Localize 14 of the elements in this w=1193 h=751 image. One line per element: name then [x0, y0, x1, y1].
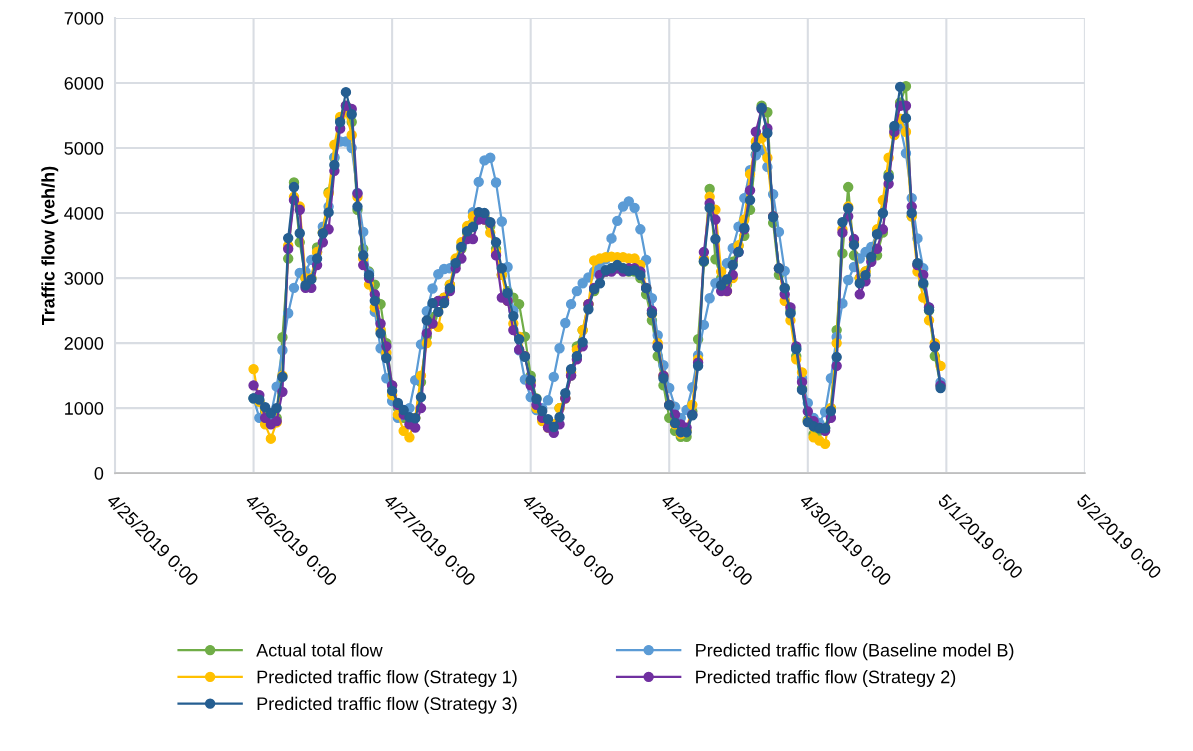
y-tick-label: 7000: [64, 11, 104, 25]
y-tick-label: 5000: [64, 141, 104, 155]
legend-label: Actual total flow: [256, 643, 383, 657]
y-tick-label: 1000: [65, 402, 104, 415]
y-tick-label: 0: [94, 467, 104, 480]
y-tick-label: 3000: [64, 272, 104, 285]
y-tick-label: 4000: [64, 207, 104, 220]
y-tick-label: 6000: [64, 76, 104, 90]
y-tick-label: 2000: [64, 337, 104, 350]
legend-label: Predicted traffic flow (Strategy 3): [257, 696, 517, 714]
legend-label: Predicted traffic flow (Strategy 1): [257, 670, 517, 687]
legend-label: Predicted traffic flow (Strategy 2): [696, 670, 956, 687]
legend-label: Predicted traffic flow (Baseline model B): [696, 643, 1014, 661]
y-axis-title: Traffic flow (veh/h): [41, 166, 59, 326]
